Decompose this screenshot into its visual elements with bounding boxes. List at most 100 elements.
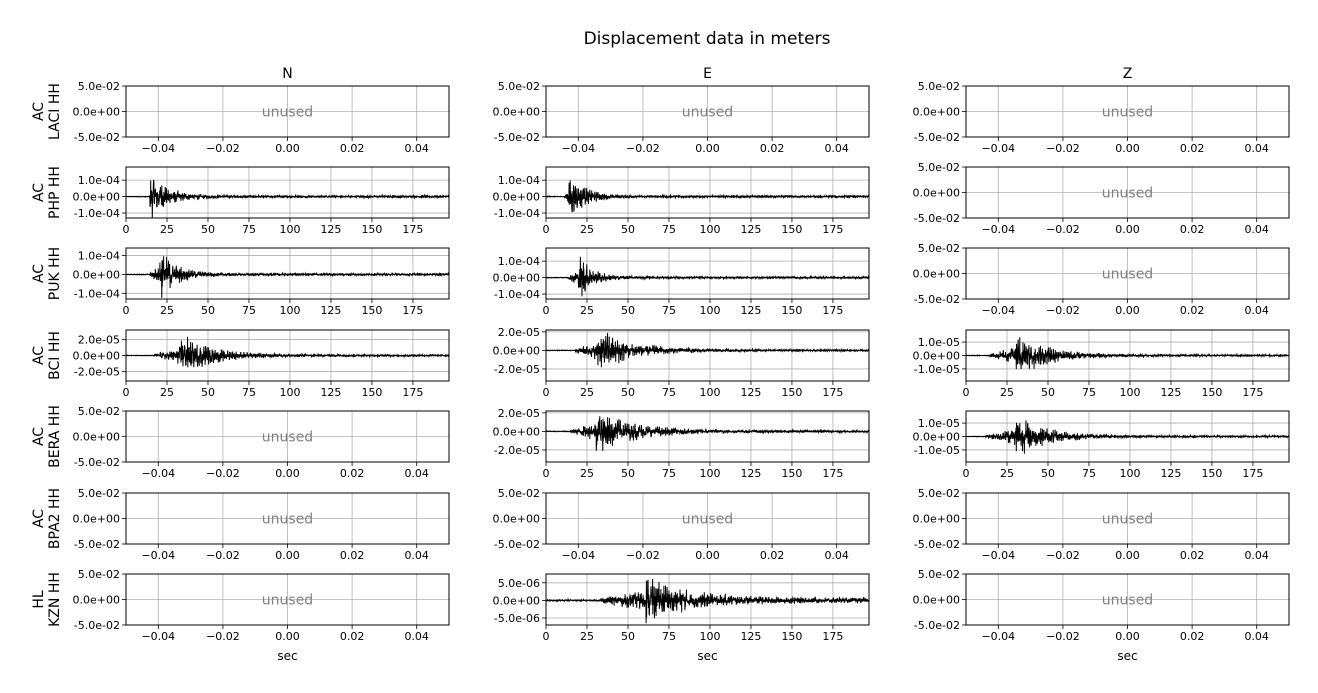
panel-kzn-e: 0 25 50 75 100 125 150 175 5.0e-06 0.0e+00 -5.0e-0… xyxy=(493,573,870,663)
axes-frame xyxy=(125,85,450,138)
x-tick-label: 0.04 xyxy=(404,467,429,480)
x-tick-label: −0.02 xyxy=(1046,142,1080,155)
panel-puk-e: 0 25 50 75 100 125 150 175 1.0e-04 0.0e+00 -1.0e-0… xyxy=(493,247,870,317)
x-tick-label: 150 xyxy=(361,223,382,236)
x-tick-label: 100 xyxy=(279,223,300,236)
y-tick-label: 0.0e+00 xyxy=(73,191,120,204)
station-network: AC xyxy=(31,427,47,446)
y-tick-label: 5.0e-02 xyxy=(918,487,960,500)
x-tick-label: 50 xyxy=(621,223,635,236)
x-tick-label: 175 xyxy=(822,630,843,643)
y-tick-label: -1.0e-05 xyxy=(914,363,960,376)
x-tick-label: −0.02 xyxy=(1046,630,1080,643)
panel-bera-e: 0 25 50 75 100 125 150 175 2.0e-05 0.0e+00 -2.0e-0… xyxy=(493,407,870,480)
y-tick-label: 5.0e-02 xyxy=(498,80,540,93)
x-tick-label: 100 xyxy=(1119,386,1140,399)
axes-frame xyxy=(125,573,450,626)
y-tick-label: 1.0e-05 xyxy=(918,336,960,349)
y-tick-label: 0.0e+00 xyxy=(493,513,540,526)
panel-puk-n: 0 25 50 75 100 125 150 175 1.0e-04 0.0e+00 -1.0e-0… xyxy=(73,247,450,317)
y-tick-label: 1.0e-04 xyxy=(78,174,120,187)
x-tick-label: 0.02 xyxy=(760,549,785,562)
station-label-bpa2: AC BPA2 HH xyxy=(31,488,63,549)
waveform-trace xyxy=(545,416,870,451)
axes-frame xyxy=(965,85,1290,138)
axes-frame xyxy=(545,573,870,626)
x-tick-label: 0.02 xyxy=(1180,304,1205,317)
y-tick-label: -5.0e-02 xyxy=(494,131,540,144)
y-tick-label: -5.0e-02 xyxy=(74,538,120,551)
y-tick-label: 0.0e+00 xyxy=(493,191,540,204)
axes-frame xyxy=(965,573,1290,626)
x-tick-label: −0.04 xyxy=(561,142,595,155)
x-tick-label: 0.02 xyxy=(1180,549,1205,562)
x-tick-label: −0.04 xyxy=(981,142,1015,155)
x-tick-label: 125 xyxy=(320,304,341,317)
x-tick-label: 0.00 xyxy=(1115,223,1140,236)
x-tick-label: 50 xyxy=(201,223,215,236)
axes-frame xyxy=(125,166,450,219)
station-label-bci: AC BCI HH xyxy=(31,331,63,380)
axes-frame xyxy=(125,247,450,300)
x-tick-label: −0.02 xyxy=(1046,549,1080,562)
station-network: HL xyxy=(31,590,47,609)
unused-label: unused xyxy=(262,105,313,121)
station-name: PHP HH xyxy=(47,166,63,219)
waveform-trace xyxy=(545,332,870,368)
x-tick-label: 0.00 xyxy=(275,549,300,562)
x-tick-label: 125 xyxy=(740,630,761,643)
x-tick-label: 75 xyxy=(662,304,676,317)
x-tick-label: 50 xyxy=(201,304,215,317)
x-tick-label: 175 xyxy=(402,386,423,399)
y-tick-label: -2.0e-05 xyxy=(494,363,540,376)
x-tick-label: 0.02 xyxy=(1180,630,1205,643)
x-tick-label: 0.04 xyxy=(1244,304,1269,317)
x-tick-label: 125 xyxy=(740,223,761,236)
axes-frame xyxy=(965,166,1290,219)
y-tick-label: 5.0e-02 xyxy=(918,242,960,255)
x-tick-label: 75 xyxy=(662,630,676,643)
x-tick-label: −0.02 xyxy=(1046,223,1080,236)
axes-frame xyxy=(545,410,870,463)
x-tick-label: 75 xyxy=(662,386,676,399)
x-tick-label: 25 xyxy=(160,386,174,399)
x-tick-label: 0.02 xyxy=(760,142,785,155)
x-tick-label: 175 xyxy=(822,386,843,399)
y-tick-label: -1.0e-04 xyxy=(494,207,540,220)
x-tick-label: 125 xyxy=(320,386,341,399)
x-tick-label: 150 xyxy=(781,223,802,236)
axes-frame xyxy=(965,247,1290,300)
x-axis-label: sec xyxy=(277,649,297,663)
axes-frame xyxy=(545,166,870,219)
station-label-kzn: HL KZN HH xyxy=(31,572,63,627)
x-tick-label: 0 xyxy=(543,304,550,317)
axes-frame xyxy=(125,492,450,545)
x-tick-label: −0.04 xyxy=(981,304,1015,317)
y-tick-label: 1.0e-05 xyxy=(918,417,960,430)
axes-frame xyxy=(125,329,450,382)
x-tick-label: −0.02 xyxy=(206,549,240,562)
station-name: KZN HH xyxy=(47,572,63,627)
y-tick-label: -5.0e-02 xyxy=(914,212,960,225)
x-tick-label: 150 xyxy=(781,630,802,643)
x-tick-label: 125 xyxy=(320,223,341,236)
x-tick-label: 0.04 xyxy=(824,142,849,155)
panel-php-e: 0 25 50 75 100 125 150 175 1.0e-04 0.0e+00 -1.0e-0… xyxy=(493,166,870,236)
y-tick-label: 0.0e+00 xyxy=(913,106,960,119)
panel-puk-z: −0.04 −0.02 0.00 0.02 0.04 5.0e-02 0.0e+00 -5.0… xyxy=(913,242,1290,317)
x-tick-label: 75 xyxy=(662,223,676,236)
x-tick-label: 50 xyxy=(1041,467,1055,480)
x-tick-label: 0 xyxy=(543,386,550,399)
station-label-laci: AC LACI HH xyxy=(31,83,63,140)
y-tick-label: 0.0e+00 xyxy=(913,513,960,526)
station-label-php: AC PHP HH xyxy=(31,166,63,219)
axes-frame xyxy=(545,492,870,545)
x-tick-label: 0 xyxy=(543,223,550,236)
x-tick-label: −0.02 xyxy=(206,142,240,155)
x-tick-label: 0.04 xyxy=(404,630,429,643)
x-tick-label: 0.02 xyxy=(340,549,365,562)
x-tick-label: 25 xyxy=(580,630,594,643)
x-tick-label: −0.02 xyxy=(1046,304,1080,317)
x-tick-label: 0.02 xyxy=(1180,142,1205,155)
